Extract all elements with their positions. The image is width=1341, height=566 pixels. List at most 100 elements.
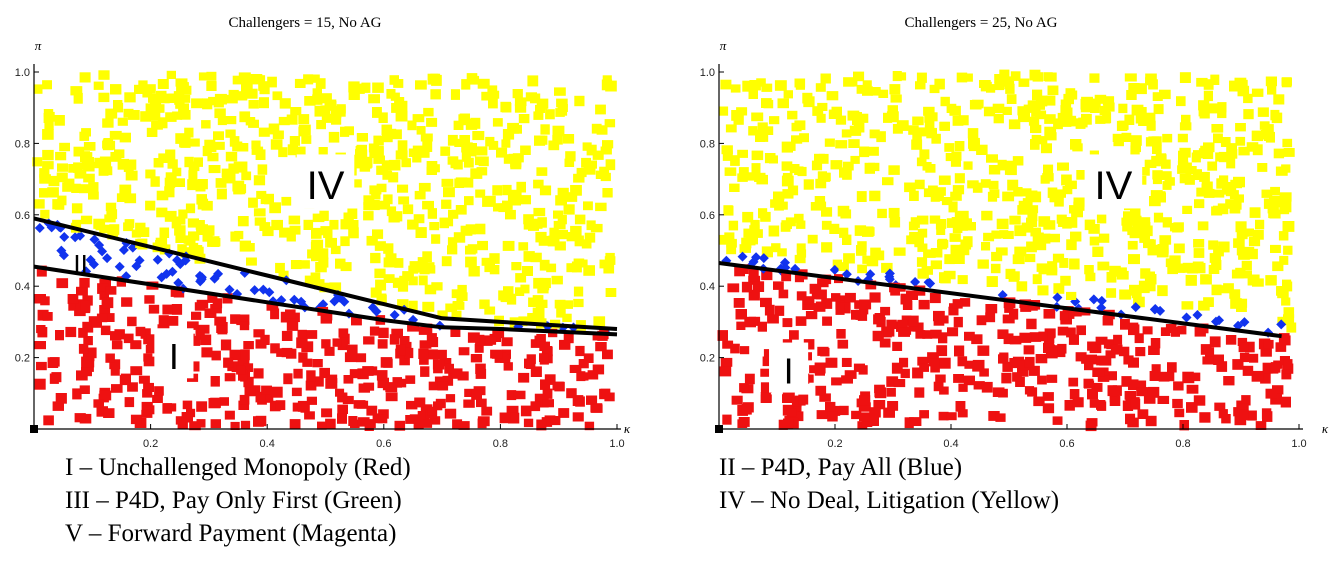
litigation-point (533, 179, 544, 189)
monopoly-point (1042, 392, 1054, 401)
monopoly-point (591, 404, 603, 413)
litigation-point (57, 163, 68, 172)
litigation-point (1203, 90, 1213, 102)
litigation-point (340, 262, 352, 272)
monopoly-point (395, 344, 406, 356)
litigation-point (253, 208, 266, 217)
litigation-point (217, 116, 227, 126)
litigation-point (553, 210, 564, 219)
litigation-point (214, 141, 225, 150)
monopoly-point (445, 394, 456, 403)
monopoly-point (1097, 373, 1110, 382)
litigation-point (301, 135, 312, 144)
litigation-point (742, 80, 755, 92)
monopoly-point (190, 335, 201, 346)
litigation-point (458, 114, 470, 126)
litigation-point (1139, 232, 1150, 243)
litigation-point (1155, 192, 1166, 203)
region-label-bg (154, 328, 194, 379)
origin-marker (30, 425, 38, 433)
monopoly-point (899, 357, 909, 368)
monopoly-point (93, 399, 104, 408)
litigation-point (1018, 78, 1030, 87)
y-axis-label: π (35, 38, 42, 53)
litigation-point (842, 170, 852, 180)
litigation-point (583, 265, 595, 276)
litigation-point (946, 218, 957, 228)
litigation-point (215, 178, 227, 188)
litigation-point (518, 114, 530, 124)
monopoly-point (210, 419, 221, 429)
litigation-point (71, 183, 81, 193)
litigation-point (532, 307, 545, 319)
litigation-point (109, 130, 122, 140)
litigation-point (886, 111, 899, 123)
monopoly-point (954, 345, 965, 357)
y-tick-label: 0.2 (700, 353, 715, 365)
monopoly-point (781, 271, 792, 282)
litigation-point (98, 92, 110, 103)
litigation-point (178, 209, 188, 219)
litigation-point (930, 248, 943, 258)
monopoly-point (997, 329, 1009, 339)
litigation-point (1076, 170, 1087, 180)
litigation-point (1060, 99, 1072, 110)
litigation-point (748, 126, 758, 136)
pay-all-point (59, 232, 70, 243)
litigation-point (485, 136, 495, 147)
monopoly-point (262, 393, 274, 402)
litigation-point (934, 78, 945, 90)
litigation-point (605, 159, 616, 171)
monopoly-point (314, 376, 324, 387)
litigation-point (948, 201, 958, 213)
litigation-point (1179, 122, 1192, 131)
litigation-point (336, 104, 346, 114)
litigation-point (889, 84, 901, 95)
monopoly-point (164, 403, 177, 412)
litigation-point (1048, 233, 1060, 243)
litigation-point (1144, 239, 1156, 248)
monopoly-point (243, 341, 254, 350)
litigation-point (911, 139, 923, 150)
monopoly-point (442, 375, 454, 386)
monopoly-point (1245, 341, 1255, 353)
litigation-point (944, 254, 955, 265)
litigation-point (1136, 107, 1147, 118)
monopoly-point (79, 277, 90, 288)
litigation-point (318, 147, 328, 157)
litigation-point (1281, 297, 1291, 306)
litigation-point (73, 162, 83, 173)
litigation-point (583, 164, 596, 175)
litigation-point (1279, 255, 1289, 265)
litigation-point (281, 196, 292, 206)
chart-title: Challengers = 15, No AG (228, 15, 381, 31)
litigation-point (782, 173, 793, 181)
litigation-point (485, 195, 496, 205)
x-tick-label: 0.4 (943, 438, 958, 450)
litigation-point (761, 246, 773, 258)
monopoly-point (417, 411, 427, 420)
litigation-point (150, 110, 161, 121)
monopoly-point (1262, 362, 1273, 374)
monopoly-point (1173, 381, 1184, 391)
litigation-point (1061, 174, 1072, 186)
pay-all-point (923, 277, 934, 288)
litigation-point (1236, 302, 1247, 312)
litigation-point (74, 169, 87, 179)
litigation-point (722, 150, 733, 161)
monopoly-point (592, 364, 605, 375)
monopoly-point (266, 302, 279, 311)
litigation-point (102, 139, 114, 151)
litigation-point (1060, 105, 1071, 114)
litigation-point (731, 110, 741, 121)
monopoly-point (918, 299, 930, 310)
monopoly-point (760, 297, 772, 308)
litigation-point (573, 298, 584, 308)
monopoly-point (563, 332, 574, 344)
litigation-point (431, 282, 443, 291)
litigation-point (951, 151, 962, 161)
litigation-point (175, 133, 186, 144)
litigation-point (93, 81, 104, 90)
litigation-point (989, 189, 1000, 198)
litigation-point (738, 167, 749, 177)
